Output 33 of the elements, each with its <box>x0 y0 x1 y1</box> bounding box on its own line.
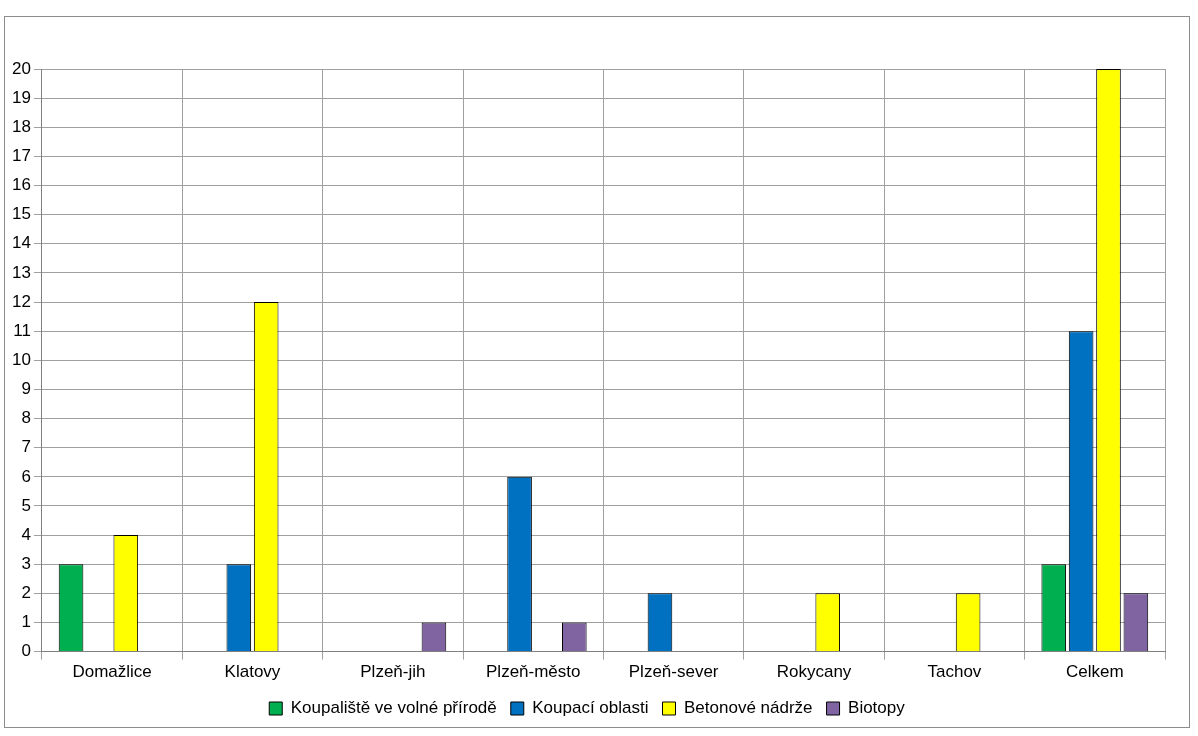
y-tick-label: 2 <box>21 583 31 603</box>
x-tick-label: Domažlice <box>72 662 152 682</box>
y-tick-label: 5 <box>21 495 31 515</box>
y-tick-label: 9 <box>21 379 31 399</box>
legend-label: Koupaliště ve volné přírodě <box>290 698 497 718</box>
x-tick-label: Celkem <box>1065 662 1124 682</box>
x-tick-label: Plzeň-jih <box>360 662 426 682</box>
y-tick-label: 7 <box>21 437 31 457</box>
y-tick-label: 19 <box>11 87 31 107</box>
y-tick-label: 14 <box>11 233 31 253</box>
x-tick-label: Rokycany <box>776 662 852 682</box>
y-tick-label: 17 <box>11 146 31 166</box>
y-tick-label: 6 <box>21 466 31 486</box>
y-tick-label: 3 <box>21 553 31 573</box>
y-tick-label: 1 <box>21 612 31 632</box>
x-tick-label: Tachov <box>927 662 982 682</box>
legend-label: Koupací oblasti <box>532 698 649 718</box>
y-tick-label: 4 <box>21 524 31 544</box>
legend-label: Betonové nádrže <box>684 698 813 718</box>
y-tick-label: 18 <box>11 116 31 136</box>
y-tick-label: 10 <box>11 349 31 369</box>
y-tick-label: 20 <box>11 58 31 78</box>
y-tick-label: 11 <box>13 320 31 340</box>
x-tick-label: Plzeň-město <box>486 662 581 682</box>
y-tick-label: 13 <box>11 262 31 282</box>
x-tick-label: Plzeň-sever <box>628 662 719 682</box>
x-tick-label: Klatovy <box>224 662 281 682</box>
legend-label: Biotopy <box>848 698 906 718</box>
y-tick-label: 0 <box>21 641 31 661</box>
y-tick-label: 12 <box>11 291 31 311</box>
y-tick-label: 16 <box>11 175 31 195</box>
y-tick-label: 15 <box>11 204 31 224</box>
y-tick-label: 8 <box>21 408 31 428</box>
